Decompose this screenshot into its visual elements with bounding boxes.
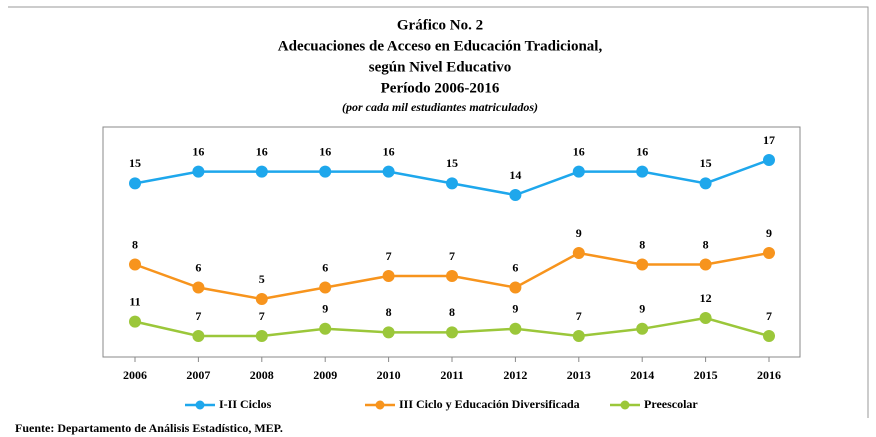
point (319, 322, 332, 335)
data-label: 16 (192, 144, 204, 158)
point (699, 177, 712, 190)
x-tick-label: 2007 (186, 368, 210, 382)
data-label: 9 (766, 226, 772, 240)
data-label: 11 (129, 294, 140, 308)
point (763, 154, 775, 166)
point (572, 247, 585, 259)
data-label: 7 (386, 249, 392, 263)
data-label: 9 (576, 226, 582, 240)
point (192, 330, 205, 342)
chart-title: según Nivel Educativo (369, 59, 512, 75)
x-tick-label: 2014 (630, 368, 654, 382)
data-label: 16 (383, 144, 395, 158)
data-label: 5 (259, 272, 265, 286)
point (382, 326, 395, 339)
data-label: 7 (449, 249, 455, 263)
x-tick-label: 2013 (567, 368, 591, 382)
source: Fuente: Departamento de Análisis Estadís… (15, 421, 283, 435)
x-tick-label: 2008 (250, 368, 274, 382)
legend-swatch (375, 400, 385, 410)
point (129, 315, 141, 328)
data-label: 7 (576, 309, 582, 323)
data-label: 7 (259, 309, 265, 323)
point (446, 326, 458, 339)
data-label: 6 (512, 260, 518, 274)
point (382, 270, 395, 282)
data-label: 8 (386, 305, 392, 319)
data-label: 9 (322, 302, 328, 316)
point (763, 247, 775, 259)
point (763, 330, 775, 342)
data-label: 8 (449, 305, 455, 319)
point (319, 165, 332, 178)
point (255, 165, 268, 178)
point (636, 165, 649, 178)
point (129, 258, 141, 271)
chart-subtitle: (por cada mil estudiantes matriculados) (342, 100, 538, 114)
data-label: 8 (132, 237, 138, 251)
data-label: 8 (639, 237, 645, 251)
x-tick-label: 2016 (757, 368, 781, 382)
data-label: 14 (509, 168, 521, 182)
data-label: 9 (512, 302, 518, 316)
point (446, 177, 458, 190)
data-label: 15 (446, 156, 458, 170)
point (192, 165, 205, 178)
data-label: 12 (700, 291, 712, 305)
data-label: 16 (573, 144, 585, 158)
data-label: 16 (636, 144, 648, 158)
data-label: 15 (129, 156, 141, 170)
point (572, 330, 585, 342)
frame (8, 6, 869, 418)
legend-label: III Ciclo y Educación Diversificada (399, 397, 580, 411)
data-label: 15 (700, 156, 712, 170)
point (699, 312, 712, 324)
x-tick-label: 2006 (123, 368, 147, 382)
data-label: 6 (322, 260, 328, 274)
legend-label: Preescolar (644, 397, 698, 411)
point (446, 270, 458, 282)
point (636, 258, 649, 271)
point (319, 281, 332, 294)
legend-swatch (195, 400, 205, 410)
x-tick-label: 2012 (503, 368, 527, 382)
chart-title: Período 2006-2016 (381, 80, 500, 96)
x-tick-label: 2015 (694, 368, 718, 382)
data-label: 7 (195, 309, 201, 323)
point (129, 177, 141, 190)
legend-label: I-II Ciclos (219, 397, 272, 411)
data-label: 7 (766, 309, 772, 323)
x-tick-label: 2011 (440, 368, 463, 382)
point (509, 281, 522, 294)
point (192, 281, 205, 294)
point (699, 258, 712, 271)
data-label: 8 (703, 237, 709, 251)
point (255, 293, 268, 305)
chart-title: Gráfico No. 2 (397, 17, 483, 33)
data-label: 6 (195, 260, 201, 274)
data-label: 17 (763, 133, 775, 147)
chart-title: Adecuaciones de Acceso en Educación Trad… (278, 38, 603, 54)
data-label: 16 (319, 144, 331, 158)
point (636, 322, 649, 335)
data-label: 9 (639, 302, 645, 316)
point (382, 165, 395, 178)
x-tick-label: 2010 (377, 368, 401, 382)
point (255, 330, 268, 342)
x-tick-label: 2009 (313, 368, 337, 382)
point (509, 322, 522, 335)
point (509, 189, 522, 201)
point (572, 165, 585, 178)
data-label: 16 (256, 144, 268, 158)
legend-swatch (620, 400, 630, 410)
